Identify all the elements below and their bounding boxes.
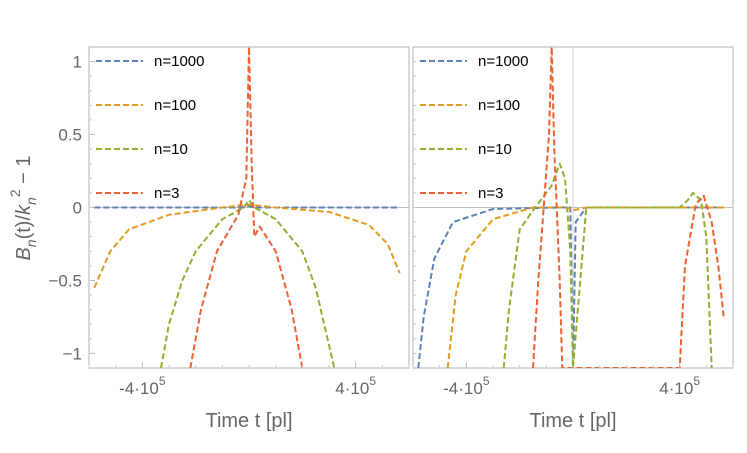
right-x-tick-label: -4·105	[443, 374, 490, 398]
right-legend-label: n=1000	[478, 53, 528, 70]
right-panel: -4·105 4·105 n=1000 n=100 n=10 n=3 Time t [p…	[412, 46, 734, 432]
right-legend-label: n=100	[478, 97, 520, 114]
left-series-line-n-3	[189, 47, 304, 368]
left-y-tick-label: 1	[73, 53, 82, 72]
left-x-axis-label: Time t [pl]	[205, 410, 292, 432]
left-y-tick-label: 0.5	[58, 126, 82, 145]
left-legend-label: n=3	[154, 185, 179, 202]
left-x-tick-label: -4·105	[119, 374, 166, 398]
right-series-line-n-10	[502, 162, 713, 368]
left-series-line-n-10	[160, 199, 336, 368]
left-panel: -4·105 4·105 1 0.5 0 −0.5 −1 n=1000 n=100 n=10 n=…	[7, 46, 410, 432]
right-series-line-n-100	[446, 206, 724, 368]
y-axis-label: Bn(t)/kn2 − 1	[7, 155, 39, 260]
left-legend-label: n=10	[154, 141, 188, 158]
svg-text:Bn(t)/kn2 − 1: Bn(t)/kn2 − 1	[7, 155, 39, 260]
left-x-tick-label: 4·105	[335, 374, 376, 398]
right-series-line-n-1000	[417, 206, 724, 368]
right-legend-label: n=10	[478, 141, 512, 158]
left-y-tick-label: −1	[63, 344, 82, 363]
left-y-tick-label: −0.5	[48, 271, 82, 290]
left-legend-label: n=1000	[154, 53, 204, 70]
left-series-line-n-100	[93, 203, 401, 289]
right-x-axis-label: Time t [pl]	[529, 410, 616, 432]
right-x-tick-label: 4·105	[659, 374, 700, 398]
left-y-tick-label: 0	[73, 199, 82, 218]
right-series-line-n-3	[532, 47, 725, 368]
right-legend-label: n=3	[478, 185, 503, 202]
left-legend-label: n=100	[154, 97, 196, 114]
left-series-line-n-1000	[94, 205, 400, 209]
